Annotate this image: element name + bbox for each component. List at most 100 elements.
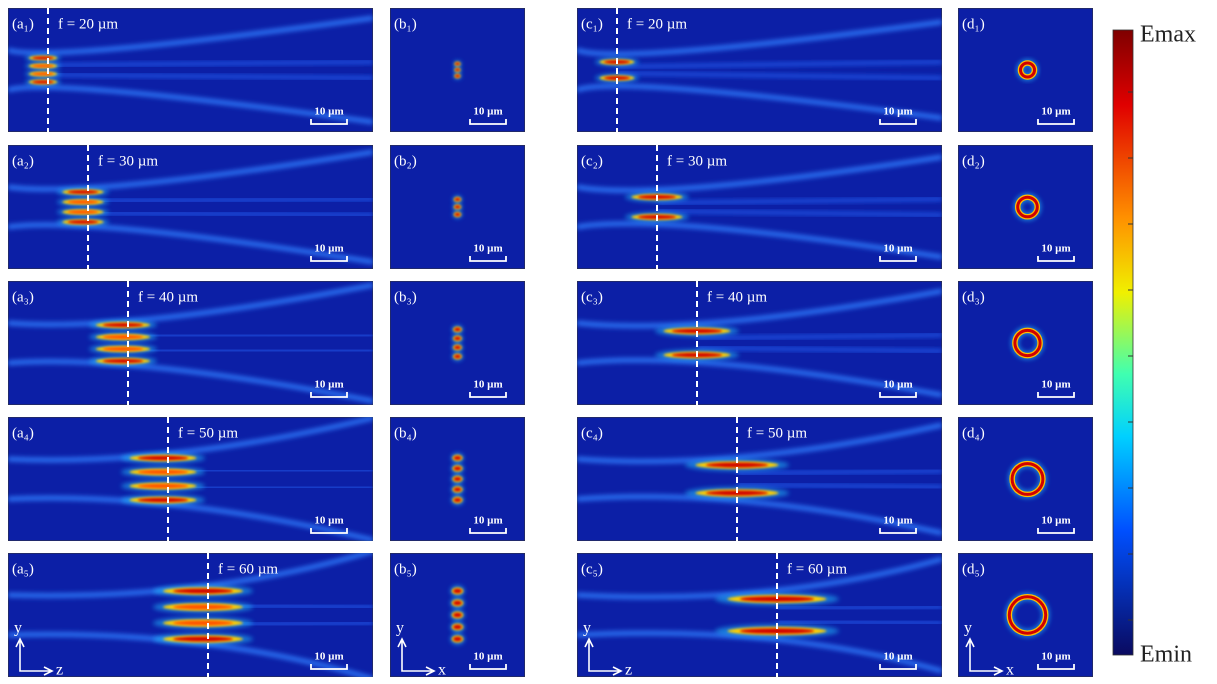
beam-tail bbox=[577, 422, 942, 464]
colorbar-ticks bbox=[1128, 91, 1133, 621]
beam-core bbox=[137, 483, 189, 489]
beam-core bbox=[32, 80, 54, 84]
ring-core bbox=[1016, 195, 1039, 219]
scale-bar-label: 10 µm bbox=[314, 515, 343, 527]
panel-label: (c₂) bbox=[581, 153, 603, 169]
beam-core bbox=[453, 466, 462, 471]
axis-arrows bbox=[965, 637, 1004, 676]
beam-core bbox=[739, 628, 815, 634]
scale-bar-label: 10 µm bbox=[883, 515, 912, 527]
beam-core bbox=[102, 323, 144, 327]
scale-bar bbox=[1037, 256, 1075, 262]
axis-label: x bbox=[1006, 662, 1014, 679]
field-panel: f = 30 µm (c₂) 10 µm bbox=[577, 145, 942, 269]
focus-label: f = 40 µm bbox=[707, 289, 767, 305]
beam-tail bbox=[736, 469, 942, 476]
axis-label: y bbox=[964, 620, 972, 637]
field-panel: (d₄) 10 µm bbox=[958, 417, 1093, 541]
beam-tail bbox=[577, 288, 942, 329]
panel-label: (c₅) bbox=[581, 561, 603, 577]
beam-core bbox=[137, 469, 189, 475]
panel-label: (d₁) bbox=[962, 16, 985, 32]
ring-core bbox=[1007, 595, 1048, 635]
panel-background bbox=[958, 281, 1093, 405]
beam-tail bbox=[696, 333, 942, 341]
scale-bar bbox=[879, 664, 917, 670]
axis-arrows bbox=[584, 637, 623, 676]
field-panel: (d₂) 10 µm bbox=[958, 145, 1093, 269]
panel-background bbox=[8, 281, 373, 405]
beam-tail bbox=[87, 211, 373, 217]
panel-label: (b₄) bbox=[394, 425, 417, 441]
panel-background bbox=[958, 553, 1093, 677]
scale-bar bbox=[469, 256, 507, 262]
beam-tail bbox=[577, 357, 942, 398]
beam-tail bbox=[776, 619, 942, 625]
beam-tail bbox=[577, 154, 942, 193]
field-panel: f = 50 µm (a₄) 10 µm bbox=[8, 417, 373, 541]
field-panel: f = 20 µm (a₁) 10 µm bbox=[8, 8, 373, 132]
beam-tail bbox=[8, 282, 373, 327]
ring-core bbox=[1019, 61, 1036, 79]
beam-tail bbox=[577, 19, 942, 57]
colorbar bbox=[1112, 29, 1134, 656]
beam-core bbox=[102, 347, 144, 351]
beam-core bbox=[453, 487, 462, 492]
scale-bar-label: 10 µm bbox=[1041, 379, 1070, 391]
scale-bar bbox=[310, 256, 348, 262]
axis-label: y bbox=[14, 620, 22, 637]
ring-core bbox=[1013, 328, 1042, 358]
panel-label: (b₅) bbox=[394, 561, 417, 577]
axis-arrows bbox=[397, 637, 436, 676]
beam-core bbox=[454, 345, 461, 350]
beam-tail bbox=[127, 348, 373, 353]
panel-label: (a₅) bbox=[12, 561, 34, 577]
focus-label: f = 30 µm bbox=[98, 153, 158, 169]
beam-core bbox=[453, 497, 462, 503]
beam-tail bbox=[736, 482, 942, 489]
beam-core bbox=[173, 636, 233, 642]
beam-core bbox=[173, 588, 233, 594]
beam-tail bbox=[577, 556, 942, 600]
scale-bar-label: 10 µm bbox=[473, 243, 502, 255]
field-panel: (b₃) 10 µm bbox=[390, 281, 525, 405]
field-panel: (b₁) 10 µm bbox=[390, 8, 525, 132]
field-panel: f = 40 µm (c₃) 10 µm bbox=[577, 281, 942, 405]
beam-tail bbox=[8, 222, 373, 265]
scale-bar bbox=[310, 392, 348, 398]
beam-tail bbox=[656, 197, 942, 205]
colorbar-max: Emax bbox=[1140, 22, 1196, 48]
beam-tail bbox=[47, 60, 373, 68]
beam-tail bbox=[47, 72, 373, 80]
beam-tail bbox=[616, 71, 942, 80]
beam-core bbox=[454, 327, 461, 332]
scale-bar bbox=[1037, 528, 1075, 534]
field-panel: (b₅) 10 µm y x bbox=[390, 553, 525, 677]
scale-bar-label: 10 µm bbox=[473, 106, 502, 118]
beam-core bbox=[453, 624, 462, 630]
panel-background bbox=[958, 145, 1093, 269]
panel-label: (d₃) bbox=[962, 289, 985, 305]
scale-bar-label: 10 µm bbox=[314, 379, 343, 391]
beam-core bbox=[454, 197, 461, 202]
scale-bar bbox=[1037, 392, 1075, 398]
field-panel: f = 60 µm (a₅) 10 µm y z bbox=[8, 553, 373, 677]
scale-bar bbox=[469, 392, 507, 398]
scale-bar bbox=[469, 119, 507, 125]
beam-core bbox=[102, 335, 144, 339]
beam-tail bbox=[696, 345, 942, 353]
field-panel: f = 50 µm (c₄) 10 µm bbox=[577, 417, 942, 541]
focus-label: f = 50 µm bbox=[178, 425, 238, 441]
beam-core bbox=[67, 210, 99, 214]
beam-core bbox=[102, 359, 144, 363]
axis-label: y bbox=[396, 620, 404, 637]
panel-background bbox=[958, 8, 1093, 132]
beam-core bbox=[454, 205, 461, 209]
beam-core bbox=[453, 636, 462, 642]
beam-core bbox=[454, 212, 461, 217]
scale-bar bbox=[469, 664, 507, 670]
scale-bar bbox=[879, 119, 917, 125]
scale-bar bbox=[879, 392, 917, 398]
panel-label: (a₄) bbox=[12, 425, 34, 441]
panel-label: (d₂) bbox=[962, 153, 985, 169]
